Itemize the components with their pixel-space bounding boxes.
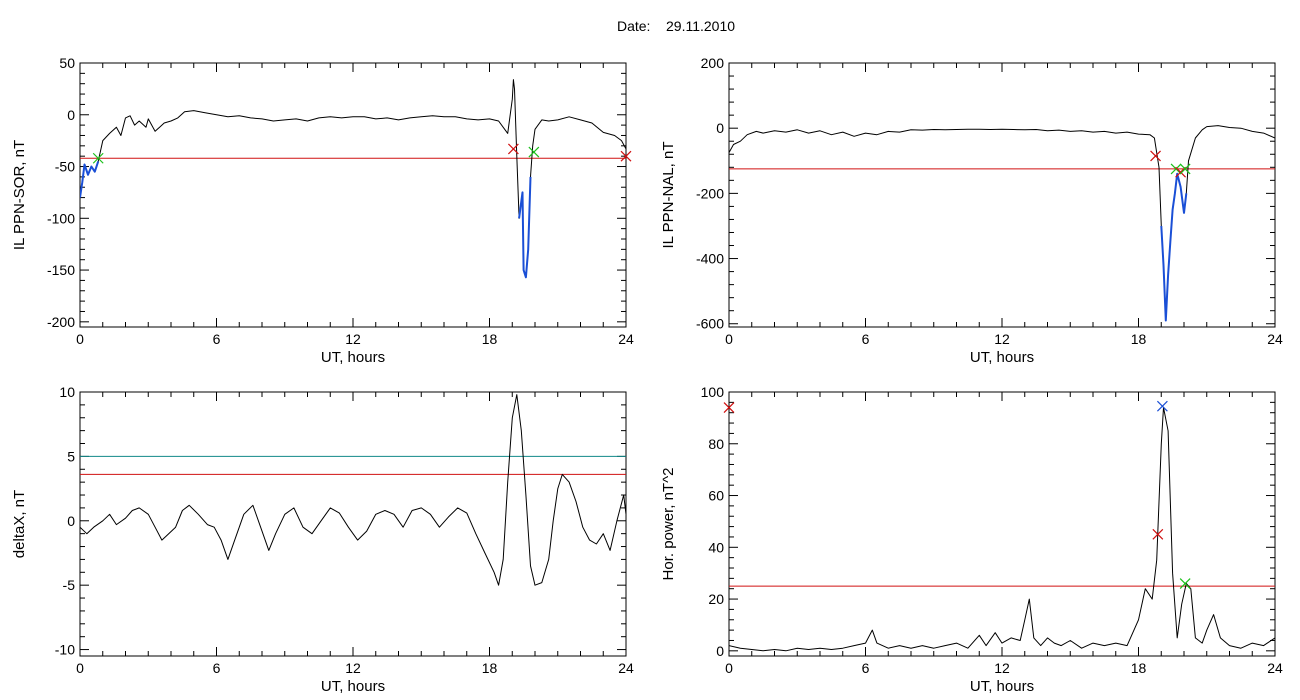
marker-stroke (723, 402, 735, 413)
marker-stroke (1170, 163, 1182, 175)
x-tick-label: 6 (862, 660, 870, 676)
y-tick-label: -200 (47, 314, 75, 330)
y-tick-label: -600 (696, 316, 724, 332)
plot-frame (728, 62, 1276, 328)
panel-sor: 0 6 12 18 24 -200 -150 -100 -50 0 50 UT, hours IL PP… (11, 55, 634, 366)
y-tick-label: -100 (47, 210, 75, 226)
marker-start (1150, 150, 1161, 162)
highlight-segment (518, 176, 532, 279)
y-tick-label: 10 (59, 384, 75, 400)
plot-frame (79, 391, 627, 657)
marker-stroke (1179, 163, 1191, 175)
x-tick-label: 18 (1131, 660, 1147, 676)
marker-start (1152, 528, 1164, 540)
marker-end (1170, 163, 1182, 175)
marker-start (723, 402, 735, 413)
panel-power: 0 6 12 18 24 0 20 40 60 80 100 UT, hours Hor. power,… (660, 384, 1283, 695)
date-label: Date: (616, 18, 651, 34)
y-axis-label: IL PPN-SOR, nT (11, 140, 28, 250)
marker-stroke (1156, 400, 1168, 412)
x-tick-label: 12 (345, 660, 361, 676)
highlight-segment (80, 161, 100, 198)
chart-header: Date: 29.11.2010 (0, 18, 1300, 34)
marker-stroke (1175, 166, 1187, 178)
x-tick-label: 0 (76, 660, 84, 676)
x-axis-label: UT, hours (970, 349, 1034, 366)
marker-end (92, 152, 104, 164)
y-tick-label: 20 (708, 591, 724, 607)
plot-data (80, 394, 626, 586)
x-tick-label: 12 (994, 660, 1010, 676)
x-tick-label: 6 (862, 331, 870, 347)
x-axis-label: UT, hours (321, 678, 385, 695)
y-tick-label: 5 (67, 448, 75, 464)
marker-end (528, 146, 540, 158)
x-axis-label: UT, hours (321, 349, 385, 366)
marker-stroke (1179, 578, 1191, 589)
y-tick-label: 80 (708, 436, 724, 452)
marker-stroke (528, 146, 540, 158)
y-tick-label: 40 (708, 539, 724, 555)
panel-deltax: 0 6 12 18 24 -10 -5 0 5 10 UT, hours deltaX, nT (11, 384, 634, 695)
y-tick-label: 0 (716, 643, 724, 659)
marker-stroke (92, 152, 104, 164)
plot-data (729, 125, 1275, 322)
marker-stroke (1150, 150, 1161, 162)
y-tick-label: 0 (67, 107, 75, 123)
panel-nal: 0 6 12 18 24 -600 -400 -200 0 200 UT, hours IL PPN-… (660, 55, 1283, 366)
plot-frame (79, 62, 627, 328)
x-tick-label: 18 (482, 331, 498, 347)
x-axis-label: UT, hours (970, 678, 1034, 695)
y-tick-label: 60 (708, 488, 724, 504)
y-tick-label: -5 (63, 577, 76, 593)
x-tick-label: 0 (76, 331, 84, 347)
x-tick-label: 12 (994, 331, 1010, 347)
series-line (80, 394, 626, 586)
series-line (80, 79, 626, 278)
marker-start (507, 143, 519, 155)
x-tick-label: 24 (1267, 331, 1283, 347)
y-tick-label: 50 (59, 55, 75, 71)
x-tick-label: 0 (725, 331, 733, 347)
y-tick-label: -150 (47, 262, 75, 278)
y-tick-label: -10 (55, 642, 75, 658)
marker-end (1179, 578, 1191, 589)
date-value: 29.11.2010 (666, 18, 736, 34)
y-axis-label: IL PPN-NAL, nT (660, 142, 677, 249)
y-tick-label: 0 (716, 120, 724, 136)
y-tick-label: 100 (701, 384, 725, 400)
y-tick-label: 200 (701, 55, 725, 71)
highlight-segment (1160, 172, 1188, 322)
x-tick-label: 0 (725, 660, 733, 676)
x-tick-label: 6 (213, 660, 221, 676)
marker-stroke (620, 150, 632, 162)
x-tick-label: 24 (618, 331, 634, 347)
y-tick-label: -400 (696, 251, 724, 267)
marker-stroke (507, 143, 519, 155)
y-axis-label: deltaX, nT (11, 490, 28, 558)
marker-end (1179, 163, 1191, 175)
x-tick-label: 24 (618, 660, 634, 676)
x-tick-label: 12 (345, 331, 361, 347)
y-tick-label: -200 (696, 185, 724, 201)
plot-data (729, 407, 1275, 652)
series-line (729, 125, 1275, 321)
y-tick-label: 0 (67, 513, 75, 529)
x-tick-label: 6 (213, 331, 221, 347)
y-axis-label: Hor. power, nT^2 (660, 468, 677, 581)
x-tick-label: 18 (482, 660, 498, 676)
marker-start (1175, 166, 1187, 178)
x-tick-label: 24 (1267, 660, 1283, 676)
marker-peak (1156, 400, 1168, 412)
x-tick-label: 18 (1131, 331, 1147, 347)
series-line (729, 407, 1275, 652)
plot-data (80, 79, 626, 279)
marker-start (620, 150, 632, 162)
y-tick-label: -50 (55, 159, 75, 175)
marker-stroke (1152, 528, 1164, 540)
